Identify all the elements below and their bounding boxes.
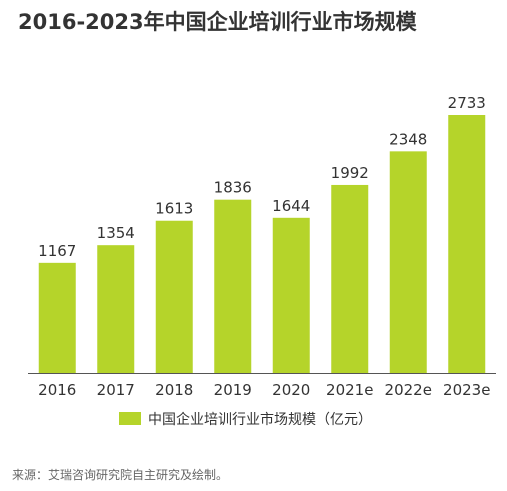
x-tick-label-2023e: 2023e	[443, 381, 490, 399]
data-label-2023e: 2733	[448, 94, 486, 112]
bar-2019	[214, 199, 252, 373]
bar-2017	[97, 245, 135, 373]
data-label-2022e: 2348	[389, 130, 427, 148]
data-label-2017: 1354	[97, 224, 135, 242]
data-label-2019: 1836	[214, 179, 252, 197]
bar-2020	[272, 217, 310, 373]
data-label-2021e: 1992	[331, 164, 369, 182]
bar-2018	[155, 220, 193, 373]
x-tick-label-2016: 2016	[38, 381, 76, 399]
chart-title: 2016-2023年中国企业培训行业市场规模	[18, 10, 417, 34]
x-tick-label-2018: 2018	[155, 381, 193, 399]
bar-2022e	[389, 151, 427, 373]
x-tick-label-2020: 2020	[272, 381, 310, 399]
legend-swatch	[119, 412, 141, 425]
bar-2023e	[448, 115, 486, 373]
source-note: 来源：艾瑞咨询研究院自主研究及绘制。	[12, 468, 229, 482]
x-tick-label-2019: 2019	[214, 381, 252, 399]
x-tick-label-2021e: 2021e	[326, 381, 373, 399]
x-tick-label-2022e: 2022e	[385, 381, 432, 399]
data-label-2018: 1613	[155, 200, 193, 218]
bar-2016	[38, 262, 76, 373]
bar-2021e	[331, 184, 369, 373]
data-label-2020: 1644	[272, 197, 310, 215]
legend-label: 中国企业培训行业市场规模（亿元）	[148, 411, 372, 428]
data-label-2016: 1167	[38, 242, 76, 260]
x-tick-label-2017: 2017	[97, 381, 135, 399]
